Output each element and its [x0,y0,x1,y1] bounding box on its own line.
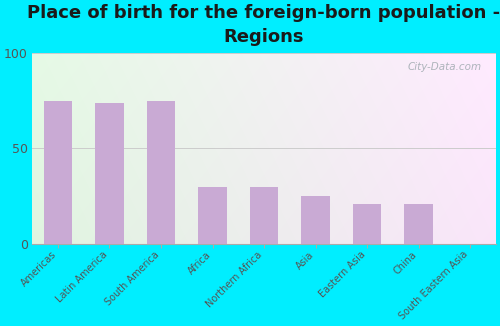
Title: Place of birth for the foreign-born population -
Regions: Place of birth for the foreign-born popu… [28,4,500,46]
Bar [250,186,278,244]
Bar [44,101,72,244]
Bar [96,103,124,244]
Bar [198,186,226,244]
Bar [147,101,175,244]
Text: City-Data.com: City-Data.com [408,62,482,72]
Bar [353,204,381,244]
Bar [404,204,432,244]
Bar [302,196,330,244]
